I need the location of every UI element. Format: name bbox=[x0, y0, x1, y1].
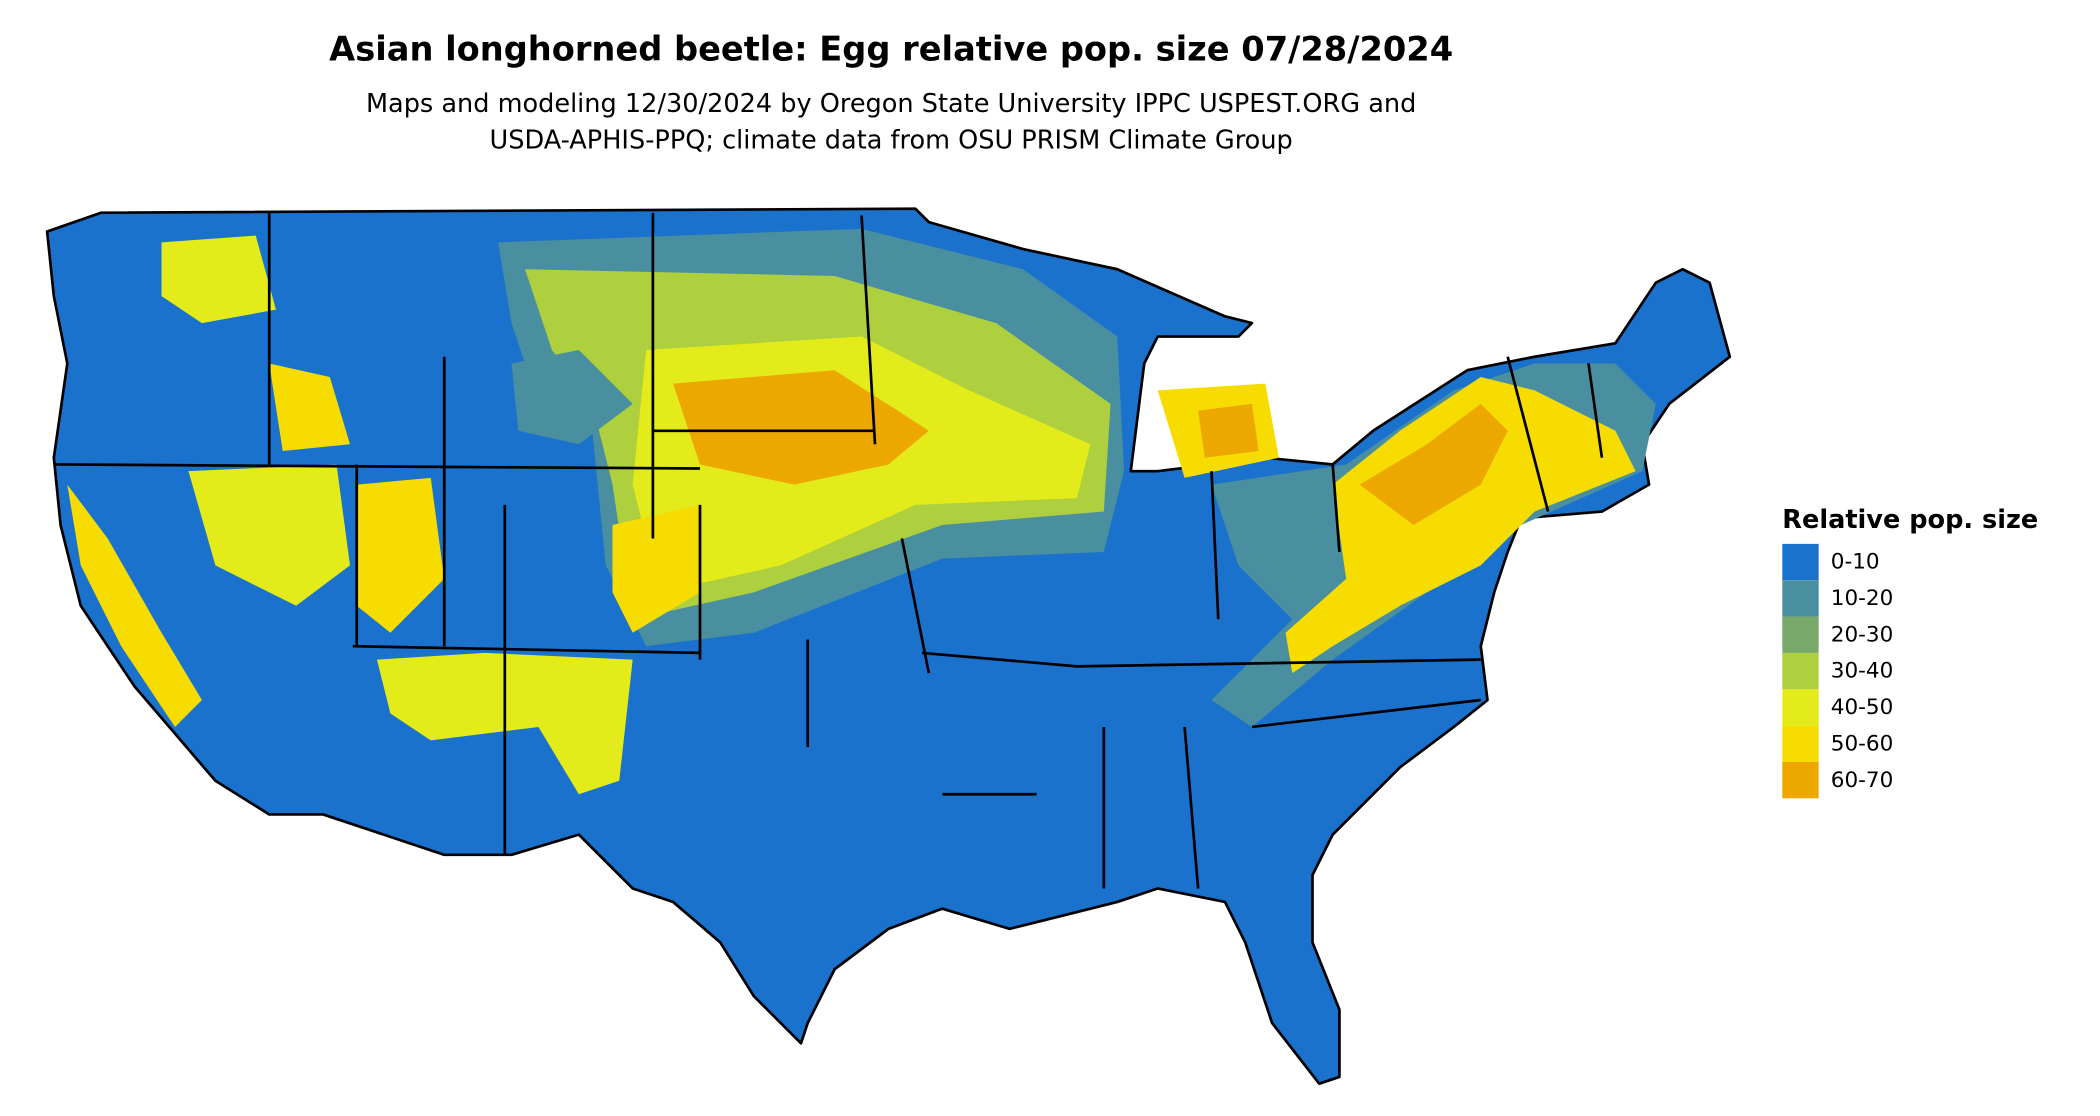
region bbox=[612, 504, 700, 633]
legend-swatch bbox=[1782, 616, 1819, 653]
region bbox=[67, 484, 202, 727]
legend-label: 40-50 bbox=[1831, 695, 1894, 720]
region bbox=[356, 477, 445, 633]
us-map bbox=[45, 207, 1732, 1086]
legend-swatch bbox=[1782, 543, 1819, 581]
state-border bbox=[53, 212, 1604, 889]
legend-swatch bbox=[1782, 580, 1819, 617]
legend-label: 60-70 bbox=[1831, 768, 1894, 793]
legend-swatch bbox=[1782, 725, 1819, 762]
legend-label: 20-30 bbox=[1831, 622, 1894, 647]
region bbox=[1359, 403, 1508, 526]
title: Asian longhorned beetle: Egg relative po… bbox=[329, 30, 1453, 69]
region bbox=[188, 464, 350, 606]
us-land bbox=[45, 207, 1732, 1086]
legend: 0-10 10-20 20-30 30-40 40-50 50-60 60-70 bbox=[1782, 543, 1894, 799]
legend-label: 50-60 bbox=[1831, 731, 1894, 756]
subtitle: USDA-APHIS-PPQ; climate data from OSU PR… bbox=[490, 125, 1293, 155]
legend-label: 10-20 bbox=[1831, 586, 1894, 611]
region bbox=[1285, 376, 1636, 674]
subtitle: Maps and modeling 12/30/2024 by Oregon S… bbox=[366, 89, 1416, 119]
legend-swatch bbox=[1782, 761, 1819, 799]
legend-label: 30-40 bbox=[1831, 659, 1894, 684]
legend-label: 0-10 bbox=[1831, 550, 1880, 575]
region bbox=[1198, 403, 1259, 458]
region bbox=[161, 235, 276, 324]
legend-title: Relative pop. size bbox=[1782, 505, 2038, 535]
region bbox=[269, 363, 350, 451]
legend-swatch bbox=[1782, 652, 1819, 690]
legend-swatch bbox=[1782, 689, 1819, 726]
region bbox=[673, 370, 929, 485]
